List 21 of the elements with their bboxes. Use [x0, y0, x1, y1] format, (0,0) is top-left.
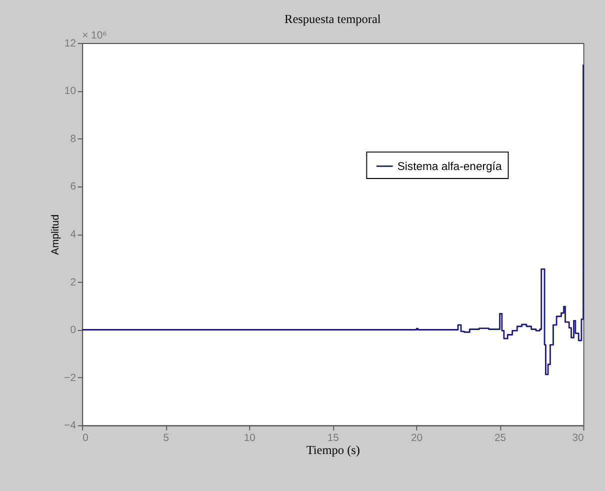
x-tick-label: 20 [410, 432, 423, 444]
y-tick-label: 10 [64, 86, 76, 98]
y-tick-label: 4 [70, 229, 76, 240]
x-axis-title: Tiempo (s) [306, 443, 360, 458]
y-tick-label: 0 [70, 325, 76, 336]
x-tick-label: 25 [494, 432, 506, 444]
y-tick-label: −4 [64, 420, 76, 432]
x-tick-label: 15 [327, 432, 340, 444]
chart-title: Respuesta temporal [284, 12, 382, 26]
x-tick-label: 0 [82, 432, 89, 444]
y-tick-label: 6 [70, 182, 76, 193]
y-tick-label: 8 [70, 134, 76, 145]
y-axis-title: Amplitud [50, 214, 62, 255]
x-tick-label: 10 [244, 432, 256, 444]
x-tick-label: 5 [163, 432, 170, 444]
x-tick-label: 30 [572, 432, 584, 444]
text: × 10⁶ [82, 30, 107, 42]
y-tick-label: −2 [64, 372, 76, 384]
legend-label: Sistema alfa-energía [397, 160, 502, 173]
y-tick-label: 2 [70, 277, 76, 288]
y-tick-label: 12 [64, 38, 76, 50]
